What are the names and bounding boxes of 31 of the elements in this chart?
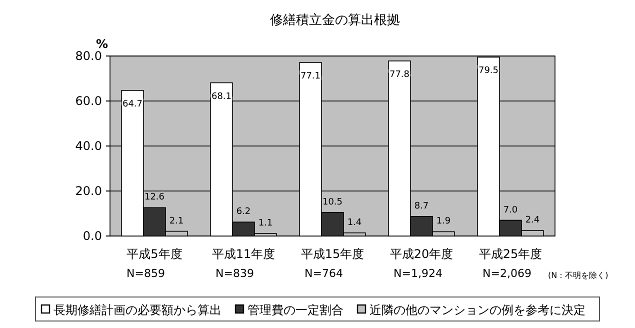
y-tick-label: 20.0 [75,184,102,198]
data-label: 12.6 [144,192,165,203]
data-label: 7.0 [503,205,518,216]
x-tick-label: 平成25年度 N=2,069 [478,247,542,280]
y-axis-title: % [96,37,108,51]
data-label: 79.5 [478,66,499,76]
legend-label: 管理費の一定割合 [248,303,344,317]
data-label: 2.1 [169,216,184,226]
x-tick-label: 平成20年度 N=1,924 [390,247,454,280]
x-tick-label: 平成5年度 N=859 [126,247,182,280]
y-tick-label: 60.0 [75,94,102,108]
data-label: 8.7 [414,201,429,212]
data-label: 2.4 [525,216,540,226]
data-label: 1.9 [436,216,451,227]
x-tick-label: 平成11年度 N=839 [212,247,276,280]
y-tick-label: 40.0 [75,139,102,153]
data-label: 6.2 [236,207,251,218]
data-label: 64.7 [122,99,143,110]
data-label: 1.1 [258,218,273,229]
y-tick-label: 0.0 [82,229,102,243]
y-tick-label: 80.0 [75,49,102,63]
data-label: 1.4 [347,218,362,228]
text: (N：不明を除く) [548,271,608,280]
data-label: 77.8 [389,70,410,80]
data-label: 10.5 [322,197,343,208]
legend-label: 長期修繕計画の必要額から算出 [54,303,222,317]
legend-label: 近隣の他のマンションの例を参考に決定 [370,303,586,317]
data-label: 68.1 [211,92,232,102]
chart-title: 修繕積立金の算出根拠 [270,12,400,28]
x-tick-label: 平成15年度 N=764 [300,247,364,280]
data-label: 77.1 [300,72,321,82]
